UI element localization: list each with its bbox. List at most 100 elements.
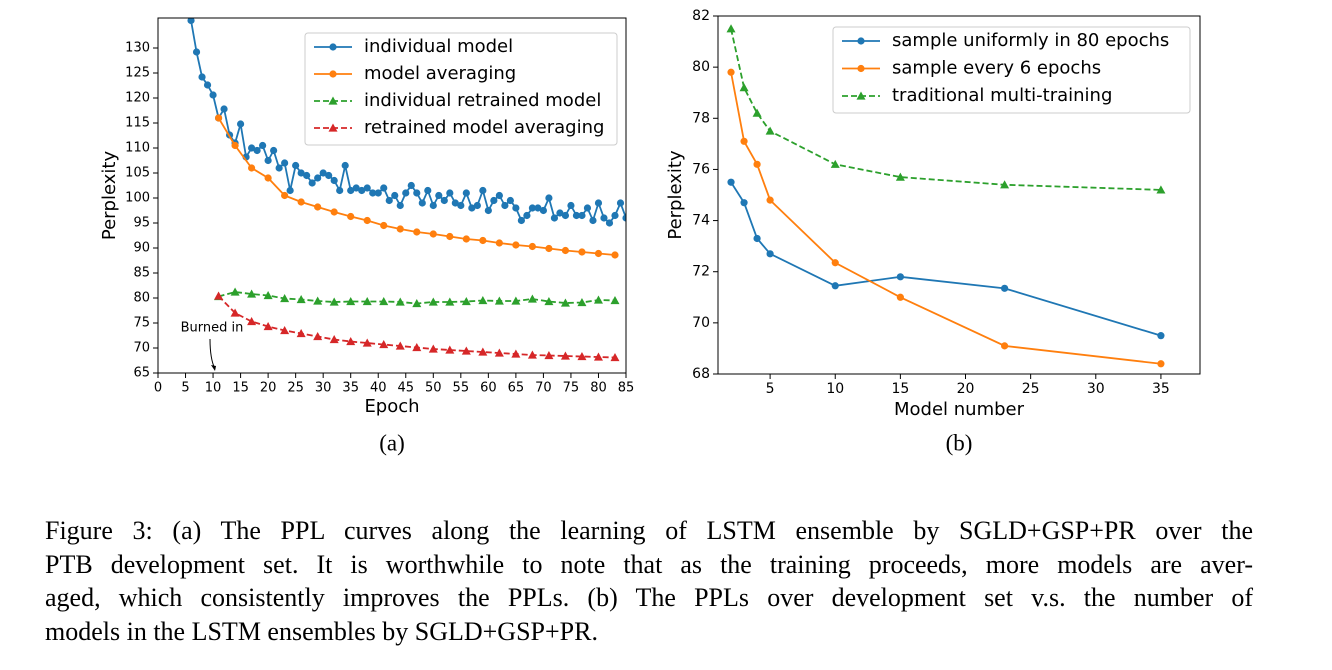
data-point xyxy=(209,91,217,99)
annotation: Burned in xyxy=(181,321,244,336)
y-tick-label: 70 xyxy=(692,315,710,331)
data-point xyxy=(495,239,503,247)
legend-label: model averaging xyxy=(364,63,516,84)
data-point xyxy=(490,196,498,205)
data-point xyxy=(461,346,471,355)
data-point xyxy=(1157,332,1165,340)
y-tick-label: 100 xyxy=(125,191,150,206)
data-point xyxy=(429,230,437,238)
annotation-arrow xyxy=(209,338,216,370)
series xyxy=(187,18,626,227)
data-point xyxy=(362,338,372,347)
data-point xyxy=(214,114,223,122)
legend-label: individual model xyxy=(364,36,513,57)
data-point xyxy=(478,347,488,356)
data-point xyxy=(578,248,586,256)
legend-label: sample uniformly in 80 epochs xyxy=(892,30,1169,51)
data-point xyxy=(346,297,356,306)
data-point xyxy=(572,211,581,220)
y-tick-label: 74 xyxy=(692,213,710,229)
data-point xyxy=(391,191,399,200)
data-point xyxy=(330,208,338,216)
data-point xyxy=(230,287,240,296)
data-point xyxy=(527,294,537,303)
data-point xyxy=(494,348,504,357)
data-point xyxy=(611,211,619,220)
legend-marker xyxy=(328,96,338,105)
data-point xyxy=(506,196,514,205)
data-point xyxy=(319,169,327,177)
data-point xyxy=(314,174,322,182)
data-point xyxy=(413,189,421,197)
data-point xyxy=(457,201,465,210)
data-point xyxy=(740,137,748,145)
data-point xyxy=(895,172,905,181)
data-point xyxy=(523,211,531,220)
data-point xyxy=(511,349,521,358)
x-tick-label: 15 xyxy=(891,381,909,397)
data-point xyxy=(325,171,333,180)
figure: 0 5 10 15 20 25 30 35 40 45 50 55 60 65 70 75 80 85 65 70 75… xyxy=(99,8,1201,455)
data-point xyxy=(501,201,509,210)
data-point xyxy=(560,298,570,307)
x-tick-label: 5 xyxy=(766,381,775,397)
data-point xyxy=(766,196,774,204)
data-point xyxy=(346,337,356,346)
x-tick-label: 75 xyxy=(563,381,580,396)
data-point xyxy=(605,219,614,227)
x-tick-label: 0 xyxy=(154,381,162,396)
y-tick-label: 130 xyxy=(125,41,150,56)
caption-line: aged, which consistently improves the PP… xyxy=(45,583,1253,612)
data-point xyxy=(765,126,775,135)
data-point xyxy=(583,204,592,212)
data-point xyxy=(352,184,360,192)
data-point xyxy=(313,332,323,341)
data-point xyxy=(896,273,904,281)
data-point xyxy=(347,212,355,221)
data-point xyxy=(281,159,289,167)
data-point xyxy=(263,291,273,300)
legend-marker xyxy=(857,64,865,73)
data-point xyxy=(440,196,448,205)
data-point xyxy=(473,201,481,210)
data-point xyxy=(280,294,290,303)
data-point xyxy=(247,289,257,298)
data-point xyxy=(611,251,619,259)
y-tick-label: 120 xyxy=(125,91,150,106)
data-point xyxy=(231,141,239,150)
data-point xyxy=(593,295,603,304)
data-point xyxy=(429,201,437,210)
data-point xyxy=(896,293,904,301)
data-point xyxy=(263,322,273,331)
x-tick-label: 70 xyxy=(535,381,552,396)
data-point xyxy=(428,297,438,306)
data-point xyxy=(577,352,587,361)
y-tick-label: 80 xyxy=(692,59,710,75)
x-tick-label: 20 xyxy=(957,381,975,397)
data-point xyxy=(560,351,570,360)
data-point xyxy=(622,214,626,222)
data-point xyxy=(281,191,289,200)
data-point xyxy=(479,186,487,195)
data-point xyxy=(589,216,597,225)
data-point xyxy=(412,343,422,352)
data-point xyxy=(329,297,339,306)
data-point xyxy=(407,181,415,190)
x-tick-label: 25 xyxy=(287,381,304,396)
x-tick-label: 50 xyxy=(425,381,442,396)
data-point xyxy=(461,297,471,306)
caption-line: Figure 3: (a) The PPL curves along the l… xyxy=(45,516,1253,545)
y-tick-label: 95 xyxy=(133,216,150,231)
data-point xyxy=(413,228,421,236)
x-tick-label: 35 xyxy=(342,381,359,396)
legend-box xyxy=(832,26,1191,114)
x-tick-label: 30 xyxy=(315,381,332,396)
y-tick-label: 65 xyxy=(133,366,150,381)
data-point xyxy=(248,144,256,152)
data-point xyxy=(187,18,195,25)
panel-caption: (a) xyxy=(379,430,405,455)
data-point xyxy=(329,335,339,344)
data-point xyxy=(297,198,305,206)
legend-label: retrained model averaging xyxy=(364,117,604,138)
